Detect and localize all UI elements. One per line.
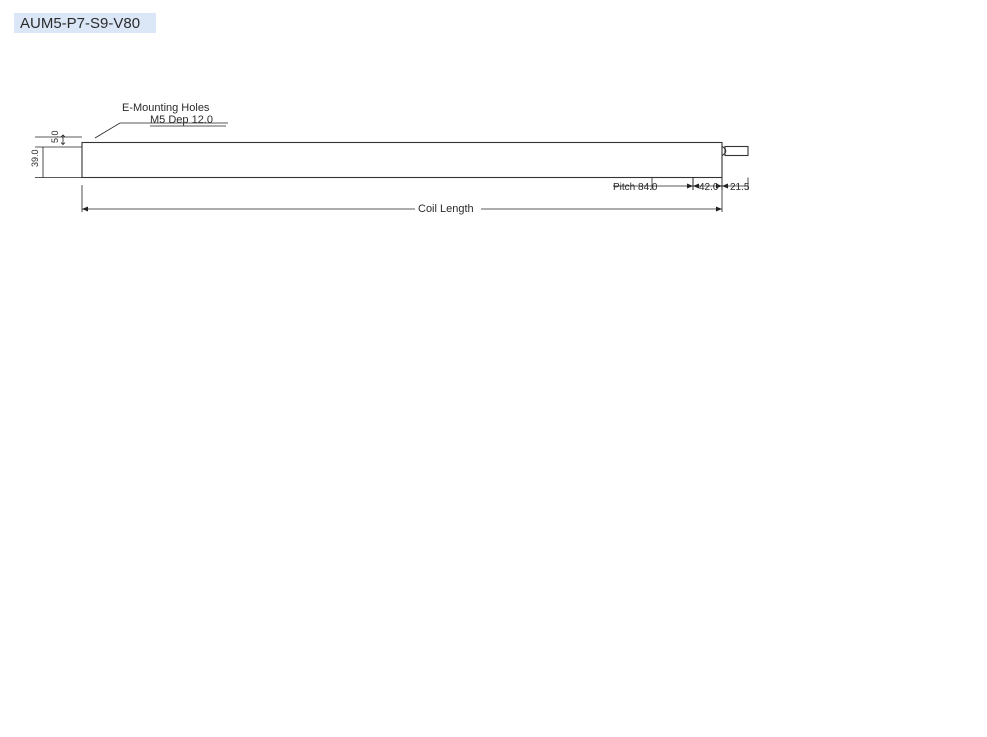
svg-text:M5 Dep 12.0: M5 Dep 12.0 [150,114,213,126]
svg-text:Coil Length: Coil Length [418,203,474,215]
svg-text:AUM5-P7-S9-V80: AUM5-P7-S9-V80 [20,15,140,32]
svg-text:42.0: 42.0 [699,182,719,193]
svg-text:Pitch 84.0: Pitch 84.0 [613,182,658,193]
svg-text:21.5: 21.5 [730,182,750,193]
svg-text:E-Mounting Holes: E-Mounting Holes [122,102,210,114]
svg-text:5.0: 5.0 [50,130,60,143]
svg-text:39.0: 39.0 [30,149,40,167]
